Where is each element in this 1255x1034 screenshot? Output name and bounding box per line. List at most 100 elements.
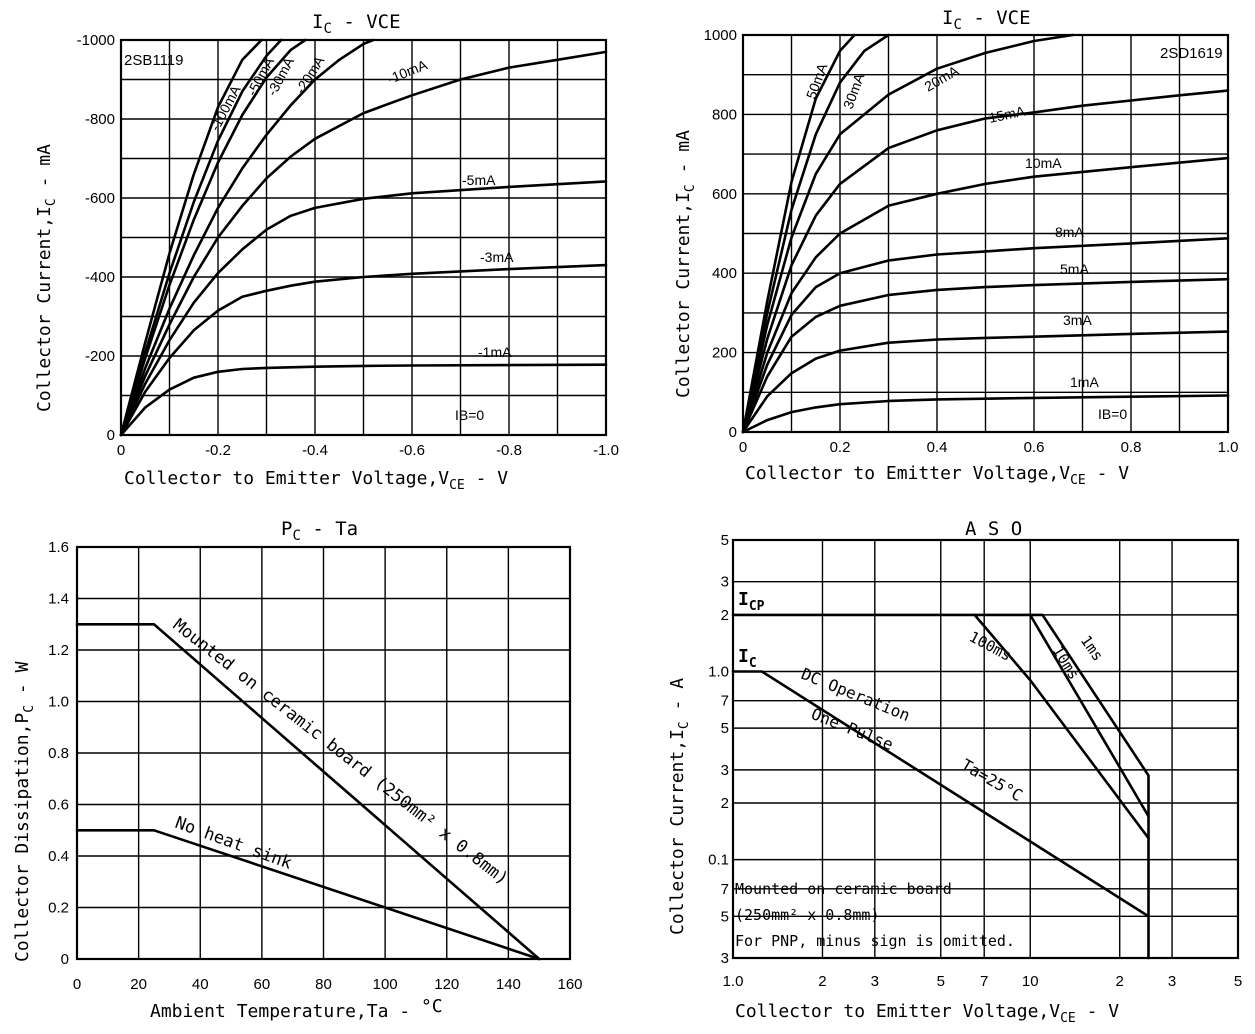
ic-vce-2sb1119-y-tick-label: 0	[107, 427, 115, 444]
ic-vce-2sd1619-x-tick-label: 0.6	[1024, 439, 1045, 456]
aso-x-tick-label: 1.0	[723, 973, 744, 990]
ic-vce-2sd1619-curve	[741, 33, 890, 434]
ic-vce-2sb1119-y-ticks: 0 -200 -400 -600 -800 -1000	[77, 32, 115, 444]
ic-level-label: IC	[738, 646, 757, 671]
pc-ta-y-tick-label: 1.4	[48, 591, 69, 608]
ic-vce-2sb1119-y-tick-label: -200	[85, 348, 115, 365]
pc-ta-x-axis-label: Ambient Temperature,Ta - °C	[150, 996, 443, 1022]
aso-x-ticks: 1.0 2 3 5 7 10 2 3 5	[723, 973, 1243, 990]
pc-ta-y-tick-label: 0.8	[48, 745, 69, 762]
pc-ta-curve	[75, 622, 541, 961]
ic-vce-2sb1119-curve	[119, 38, 375, 437]
ic-vce-2sb1119-curve	[119, 38, 283, 437]
ic-vce-2sd1619-y-tick-label: 1000	[704, 27, 737, 44]
aso-y-tick-label: 5	[721, 908, 729, 925]
ic-vce-2sb1119-curve	[119, 50, 608, 437]
ic-vce-2sd1619-x-tick-label: 0.8	[1121, 439, 1142, 456]
ic-vce-2sb1119-x-tick-label: -0.8	[496, 442, 522, 459]
pc-ta-x-tick-label: 140	[496, 976, 521, 993]
ib-zero-label: IB=0	[455, 407, 484, 423]
pc-ta-y-tick-label: 0	[61, 951, 69, 968]
ic-vce-2sd1619-x-axis-label: Collector to Emitter Voltage,VCE - V	[745, 463, 1129, 488]
ic-vce-2sb1119-curve	[119, 38, 307, 437]
aso-y-tick-label: 5	[721, 720, 729, 737]
ic-vce-2sd1619-y-tick-label: 600	[712, 186, 737, 203]
ic-vce-2sd1619-y-tick-label: 200	[712, 345, 737, 362]
ic-vce-2sd1619-x-tick-label: 0.2	[830, 439, 851, 456]
aso-curve	[973, 613, 1150, 840]
ic-vce-2sd1619-plot-frame	[741, 33, 1230, 434]
ic-vce-2sd1619-y-tick-label: 400	[712, 265, 737, 282]
aso-curve-label: 1ms	[1077, 632, 1107, 665]
aso-y-tick-label: 5	[721, 532, 729, 549]
pc-ta-x-tick-label: 40	[192, 976, 209, 993]
icp-level-label: ICP	[738, 589, 765, 614]
aso-x-tick-label: 10	[1022, 973, 1039, 990]
ic-vce-2sb1119-part-label: 2SB1119	[124, 52, 184, 69]
aso-curve	[731, 670, 1150, 918]
pc-ta-y-tick-label: 0.4	[48, 848, 69, 865]
curve-label: 10mA	[1025, 155, 1062, 171]
aso-curve	[731, 613, 1150, 960]
aso-x-tick-label: 5	[937, 973, 945, 990]
ic-vce-2sd1619-y-axis-label: Collector Current,IC - mA	[673, 130, 698, 398]
ic-vce-2sd1619-curve	[741, 394, 1230, 434]
ic-vce-2sd1619-x-ticks: 0 0.2 0.4 0.6 0.8 1.0	[739, 439, 1239, 456]
ic-vce-2sd1619-y-tick-label: 800	[712, 106, 737, 123]
ic-vce-2sd1619-x-tick-label: 0	[739, 439, 747, 456]
ic-vce-2sb1119-grid	[121, 40, 606, 435]
pc-ta-curves	[75, 622, 541, 961]
aso-curve-label: Ta=25°C	[958, 755, 1026, 805]
ic-vce-2sb1119-x-tick-label: -0.6	[399, 442, 425, 459]
ic-vce-2sb1119-y-axis-label: Collector Current,IC - mA	[34, 144, 59, 412]
ic-vce-2sb1119-plot-frame	[119, 38, 608, 437]
aso-y-tick-label: 3	[721, 950, 729, 967]
ic-vce-2sd1619-curve	[741, 237, 1230, 434]
pc-ta-curve	[75, 828, 541, 961]
ic-vce-2sb1119-curve	[119, 180, 608, 437]
ic-vce-2sb1119-chart: 0 -0.2 -0.4 -0.6 -0.8 -1.0 0 -200 -400 -600 -800 -…	[34, 11, 619, 493]
aso-x-tick-label: 2	[1116, 973, 1124, 990]
pc-ta-chart: 0 20 40 60 80 100 120 140 160 0 0.2 0.4 0.6 0.8 1.0 1.…	[12, 518, 583, 1022]
ic-vce-2sb1119-x-tick-label: -0.2	[205, 442, 231, 459]
aso-x-tick-label: 7	[980, 973, 988, 990]
pc-ta-title: PC - Ta	[281, 518, 358, 544]
ic-vce-2sd1619-curve	[741, 277, 1230, 434]
pc-ta-y-tick-label: 0.6	[48, 797, 69, 814]
pc-ta-plot-frame	[75, 545, 572, 961]
ic-vce-2sb1119-x-axis-label: Collector to Emitter Voltage,VCE - V	[124, 468, 508, 493]
ic-vce-2sd1619-x-tick-label: 0.4	[927, 439, 948, 456]
pc-ta-y-axis-label: Collector Dissipation,PC - W	[12, 661, 37, 962]
ib-zero-label: IB=0	[1098, 406, 1127, 422]
pc-ta-x-tick-label: 160	[557, 976, 582, 993]
aso-curve	[1028, 613, 1150, 818]
ic-vce-2sd1619-curve	[741, 33, 1075, 434]
aso-y-tick-label: 3	[721, 574, 729, 591]
aso-x-tick-label: 3	[871, 973, 879, 990]
curve-label: 3mA	[1063, 312, 1092, 328]
aso-y-tick-label: 0.1	[708, 852, 729, 869]
ic-vce-2sb1119-curve	[119, 263, 608, 437]
ic-vce-2sb1119-curves	[119, 38, 608, 437]
curve-label: -1mA	[478, 344, 512, 360]
aso-y-tick-label: 7	[721, 881, 729, 898]
ic-vce-2sd1619-curve	[741, 33, 856, 434]
aso-curves	[731, 613, 1150, 960]
curve-label: 5mA	[1060, 261, 1089, 277]
aso-curve-label: 10ms	[1049, 643, 1083, 683]
ic-vce-2sb1119-y-tick-label: -1000	[77, 32, 115, 49]
aso-y-tick-label: 3	[721, 762, 729, 779]
curve-label: -3mA	[480, 249, 514, 265]
ic-vce-2sd1619-curve	[741, 156, 1230, 434]
aso-y-tick-label: 1.0	[708, 663, 729, 680]
aso-plot-frame	[731, 538, 1240, 960]
aso-title: A S O	[965, 518, 1022, 540]
aso-x-tick-label: 3	[1168, 973, 1176, 990]
aso-note: For PNP, minus sign is omitted.	[735, 932, 1015, 950]
ic-vce-2sd1619-curve	[741, 330, 1230, 434]
pc-ta-y-tick-label: 1.0	[48, 694, 69, 711]
aso-y-ticks: 5 3 2 1.0 7 5 3 2 0.1 7 5 3	[708, 532, 729, 967]
ic-vce-2sb1119-y-tick-label: -800	[85, 111, 115, 128]
